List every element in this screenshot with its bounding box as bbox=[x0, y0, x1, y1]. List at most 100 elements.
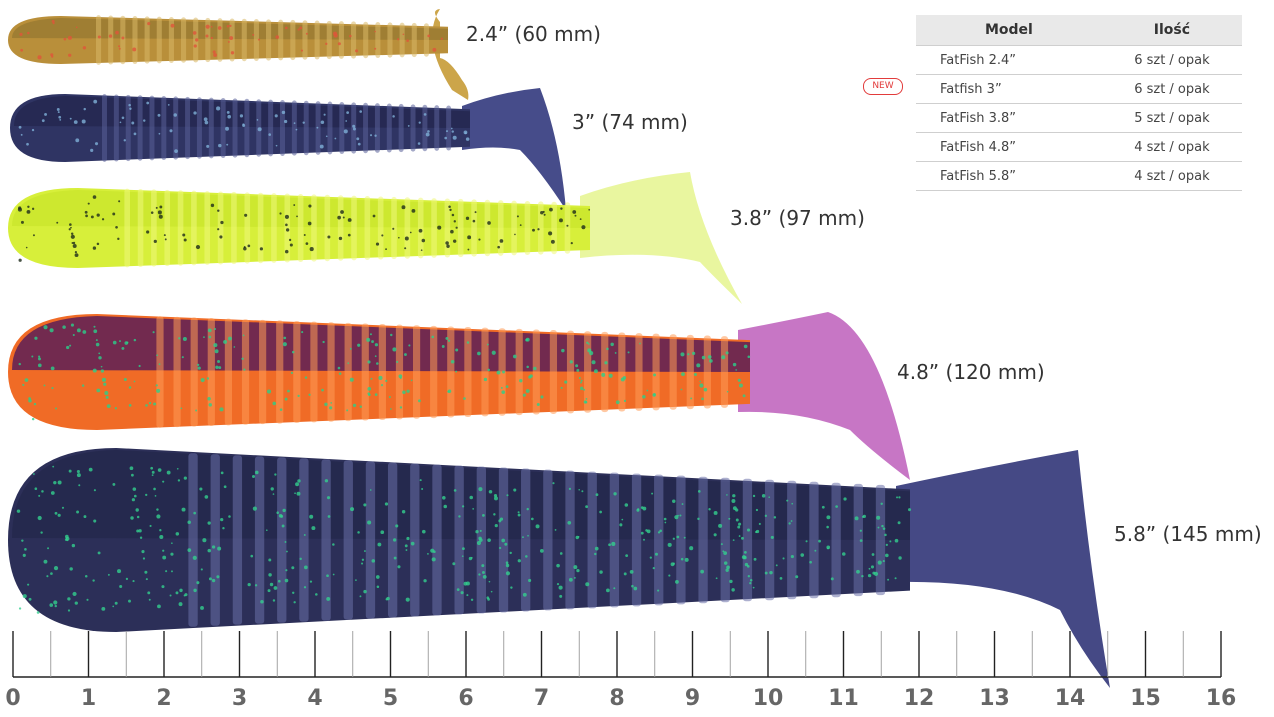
5-8-lure-speckle bbox=[130, 516, 134, 520]
3-8-lure-speckle bbox=[20, 220, 24, 224]
5-8-lure-speckle bbox=[791, 502, 794, 505]
ruler-label: 4 bbox=[307, 686, 323, 711]
5-8-lure-rib bbox=[609, 472, 620, 608]
3-8-lure-speckle bbox=[381, 234, 384, 237]
2-4-lure-speckle bbox=[51, 19, 55, 23]
5-8-lure-speckle bbox=[67, 609, 71, 612]
5-8-lure-speckle bbox=[22, 594, 27, 599]
4-8-lure-speckle bbox=[450, 359, 455, 364]
3-8-lure-rib bbox=[244, 192, 251, 264]
5-8-lure-speckle bbox=[761, 494, 766, 498]
3-8-lure-speckle bbox=[146, 230, 150, 234]
5-8-lure-speckle bbox=[871, 553, 875, 556]
3-8-lure-rib bbox=[537, 201, 544, 255]
3-lure-rib bbox=[149, 95, 155, 161]
quantity-cell: 5 szt / opak bbox=[1101, 103, 1242, 133]
5-8-lure-speckle bbox=[499, 546, 502, 550]
2-4-lure-speckle bbox=[374, 30, 376, 33]
5-8-lure-speckle bbox=[482, 575, 487, 579]
3-8-lure-speckle bbox=[472, 219, 476, 223]
4-8-lure-speckle bbox=[359, 405, 363, 408]
5-8-lure-speckle bbox=[132, 579, 135, 583]
5-8-lure-speckle bbox=[654, 552, 658, 556]
4-8-lure-speckle bbox=[385, 379, 388, 383]
4-8-lure-speckle bbox=[349, 377, 354, 382]
3-8-lure-speckle bbox=[96, 242, 100, 246]
5-8-lure-speckle bbox=[76, 473, 81, 478]
4-8-lure-rib bbox=[430, 325, 438, 419]
4-8-lure-speckle bbox=[324, 402, 328, 407]
5-8-lure-speckle bbox=[896, 496, 899, 499]
5-8-lure-speckle bbox=[882, 527, 886, 530]
5-8-lure-speckle bbox=[76, 469, 80, 474]
4-8-lure-speckle bbox=[103, 382, 107, 386]
3-8-lure-speckle bbox=[574, 214, 577, 217]
5-8-lure-speckle bbox=[54, 511, 58, 515]
4-8-lure-rib bbox=[293, 321, 301, 423]
3-8-lure-speckle bbox=[309, 247, 314, 252]
5-8-lure-speckle bbox=[270, 487, 274, 491]
3-8-lure-speckle bbox=[117, 237, 120, 241]
5-8-lure-speckle bbox=[357, 531, 360, 534]
4-8-lure-speckle bbox=[396, 360, 399, 364]
4-8-lure-speckle bbox=[93, 325, 96, 328]
3-8-lure-speckle bbox=[437, 225, 442, 230]
4-8-lure-rib bbox=[686, 334, 694, 410]
5-8-lure-speckle bbox=[581, 490, 584, 493]
2-4-lure-rib bbox=[363, 21, 369, 59]
5-8-lure-rib bbox=[742, 478, 753, 602]
4-8-lure-speckle bbox=[696, 363, 701, 368]
3-lure-speckle bbox=[343, 129, 348, 134]
5-8-lure-speckle bbox=[697, 490, 701, 493]
3-8-lure-speckle bbox=[572, 210, 577, 214]
5-8-lure-speckle bbox=[119, 584, 123, 589]
ruler bbox=[12, 631, 1222, 678]
5-8-lure-speckle bbox=[151, 470, 155, 474]
5-8-lure-speckle bbox=[117, 569, 122, 574]
4-8-lure-speckle bbox=[693, 372, 697, 377]
2-4-lure-speckle bbox=[121, 36, 125, 40]
4-8-lure-speckle bbox=[463, 397, 466, 400]
5-8-lure-speckle bbox=[433, 550, 436, 554]
4-8-lure-speckle bbox=[487, 368, 491, 372]
5-8-lure-speckle bbox=[165, 570, 168, 573]
3-lure-speckle bbox=[407, 125, 410, 127]
5-8-lure-speckle bbox=[881, 524, 884, 528]
3-8-lure-speckle bbox=[566, 224, 569, 227]
3-8-lure-rib bbox=[324, 194, 331, 262]
5-8-lure-speckle bbox=[841, 552, 846, 556]
ruler-label: 5 bbox=[382, 686, 399, 711]
3-8-lure-speckle bbox=[84, 210, 88, 214]
4-8-lure-speckle bbox=[526, 365, 529, 369]
5-8-lure-speckle bbox=[889, 540, 892, 543]
5-8-lure-speckle bbox=[723, 551, 728, 555]
5-8-lure-speckle bbox=[552, 482, 555, 485]
5-8-lure-speckle bbox=[268, 558, 272, 562]
5-8-lure-speckle bbox=[161, 585, 165, 589]
4-8-lure-speckle bbox=[392, 347, 397, 352]
5-8-lure-speckle bbox=[138, 529, 142, 533]
4-8-lure-speckle bbox=[123, 377, 127, 381]
5-8-lure-rib bbox=[565, 470, 575, 610]
ruler-label: 12 bbox=[903, 686, 935, 711]
5-8-lure-speckle bbox=[284, 541, 287, 543]
5-8-lure-speckle bbox=[830, 577, 834, 581]
5-8-lure-speckle bbox=[43, 559, 48, 564]
4-8-lure-rib bbox=[720, 336, 729, 408]
5-8-lure-speckle bbox=[363, 550, 366, 552]
3-8-lure-speckle bbox=[195, 244, 201, 250]
3-lure-speckle bbox=[417, 142, 421, 145]
4-8-lure-rib bbox=[566, 330, 575, 414]
4-8-lure-speckle bbox=[561, 348, 565, 353]
table-row: FatFish 5.8” 4 szt / opak bbox=[916, 161, 1242, 191]
2-4-lure-rib bbox=[241, 18, 247, 62]
5-8-lure-speckle bbox=[397, 565, 401, 569]
ruler-label: 2 bbox=[156, 686, 172, 711]
5-8-lure-speckle bbox=[380, 530, 385, 535]
5-8-lure-speckle bbox=[624, 503, 629, 507]
3-lure-speckle bbox=[93, 99, 98, 104]
5-8-lure-speckle bbox=[223, 485, 227, 489]
5-8-lure-speckle bbox=[32, 473, 35, 475]
5-8-lure-speckle bbox=[52, 465, 55, 468]
4-8-lure-rib bbox=[361, 323, 369, 421]
